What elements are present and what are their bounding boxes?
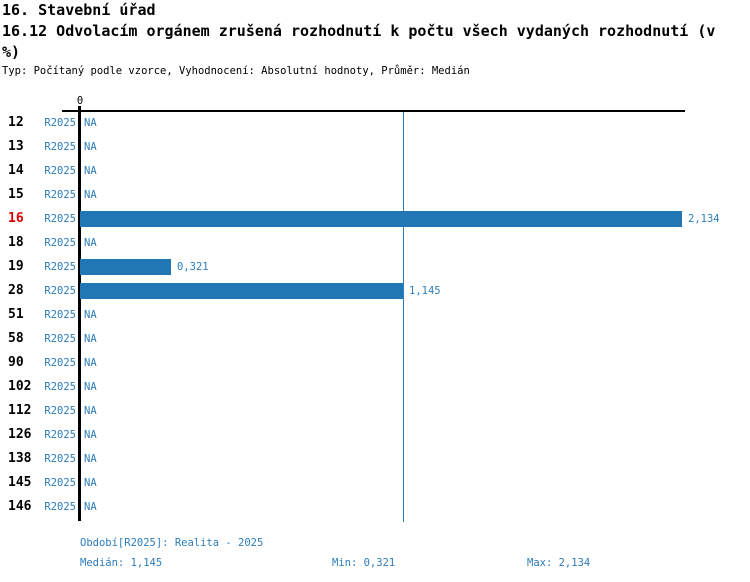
chart-row: 90 R2025 NA: [0, 351, 750, 375]
chart-title: 16.12 Odvolacím orgánem zrušená rozhodnu…: [2, 22, 716, 61]
row-category-label[interactable]: 51: [8, 307, 24, 322]
row-series-label: R2025: [44, 309, 76, 321]
row-na-label: NA: [84, 237, 97, 249]
median-line: [403, 112, 404, 522]
row-na-label: NA: [84, 333, 97, 345]
chart-row: 146 R2025 NA: [0, 495, 750, 519]
chart-row: 58 R2025 NA: [0, 327, 750, 351]
row-na-label: NA: [84, 309, 97, 321]
row-category-label[interactable]: 126: [8, 427, 32, 442]
row-series-label: R2025: [44, 477, 76, 489]
report-section-title: 16. Stavební úřad: [2, 1, 156, 19]
bar-value-label: 2,134: [688, 213, 720, 225]
chart-row: 18 R2025 NA: [0, 231, 750, 255]
row-series-label: R2025: [44, 213, 76, 225]
footer-min-label: Min: 0,321: [332, 557, 396, 569]
row-category-label[interactable]: 15: [8, 187, 24, 202]
row-category-label[interactable]: 138: [8, 451, 32, 466]
row-category-label[interactable]: 19: [8, 259, 24, 274]
chart-meta-line: Typ: Počítaný podle vzorce, Vyhodnocení:…: [2, 65, 470, 77]
row-series-label: R2025: [44, 501, 76, 513]
row-series-label: R2025: [44, 141, 76, 153]
row-na-label: NA: [84, 165, 97, 177]
chart-row: 112 R2025 NA: [0, 399, 750, 423]
footer-max-label: Max: 2,134: [527, 557, 591, 569]
chart-row: 15 R2025 NA: [0, 183, 750, 207]
chart-row: 102 R2025 NA: [0, 375, 750, 399]
chart-row: 19 R2025 0,321: [0, 255, 750, 279]
bar[interactable]: [80, 283, 403, 299]
x-axis-line: [62, 110, 685, 112]
row-category-label[interactable]: 58: [8, 331, 24, 346]
row-na-label: NA: [84, 477, 97, 489]
bar[interactable]: [80, 259, 171, 275]
row-na-label: NA: [84, 501, 97, 513]
row-series-label: R2025: [44, 405, 76, 417]
chart-row: 14 R2025 NA: [0, 159, 750, 183]
row-series-label: R2025: [44, 381, 76, 393]
row-category-label[interactable]: 13: [8, 139, 24, 154]
row-na-label: NA: [84, 189, 97, 201]
row-series-label: R2025: [44, 429, 76, 441]
row-series-label: R2025: [44, 165, 76, 177]
row-series-label: R2025: [44, 453, 76, 465]
row-series-label: R2025: [44, 189, 76, 201]
row-series-label: R2025: [44, 285, 76, 297]
row-series-label: R2025: [44, 117, 76, 129]
row-series-label: R2025: [44, 237, 76, 249]
chart-row: 126 R2025 NA: [0, 423, 750, 447]
row-category-label[interactable]: 102: [8, 379, 32, 394]
row-na-label: NA: [84, 357, 97, 369]
row-category-label[interactable]: 90: [8, 355, 24, 370]
chart-row: 138 R2025 NA: [0, 447, 750, 471]
row-category-label[interactable]: 145: [8, 475, 32, 490]
footer-median-label: Medián: 1,145: [80, 557, 163, 569]
chart-row: 12 R2025 NA: [0, 111, 750, 135]
row-na-label: NA: [84, 429, 97, 441]
bar-value-label: 0,321: [177, 261, 209, 273]
row-category-label[interactable]: 14: [8, 163, 24, 178]
bar[interactable]: [80, 211, 682, 227]
chart-row: 28 R2025 1,145: [0, 279, 750, 303]
row-category-label[interactable]: 18: [8, 235, 24, 250]
x-axis-zero-label: 0: [76, 95, 84, 107]
chart-row: 16 R2025 2,134: [0, 207, 750, 231]
row-na-label: NA: [84, 405, 97, 417]
row-series-label: R2025: [44, 333, 76, 345]
chart-row: 13 R2025 NA: [0, 135, 750, 159]
chart-row: 145 R2025 NA: [0, 471, 750, 495]
row-series-label: R2025: [44, 357, 76, 369]
footer-period-label: Období[R2025]: Realita - 2025: [80, 537, 264, 549]
row-na-label: NA: [84, 453, 97, 465]
chart-row: 51 R2025 NA: [0, 303, 750, 327]
row-category-label[interactable]: 112: [8, 403, 32, 418]
row-category-label[interactable]: 28: [8, 283, 24, 298]
y-axis-line: [78, 106, 81, 521]
row-na-label: NA: [84, 381, 97, 393]
row-na-label: NA: [84, 141, 97, 153]
row-category-label[interactable]: 12: [8, 115, 24, 130]
row-category-label[interactable]: 146: [8, 499, 32, 514]
row-series-label: R2025: [44, 261, 76, 273]
row-na-label: NA: [84, 117, 97, 129]
row-category-label[interactable]: 16: [8, 211, 24, 226]
bar-value-label: 1,145: [409, 285, 441, 297]
